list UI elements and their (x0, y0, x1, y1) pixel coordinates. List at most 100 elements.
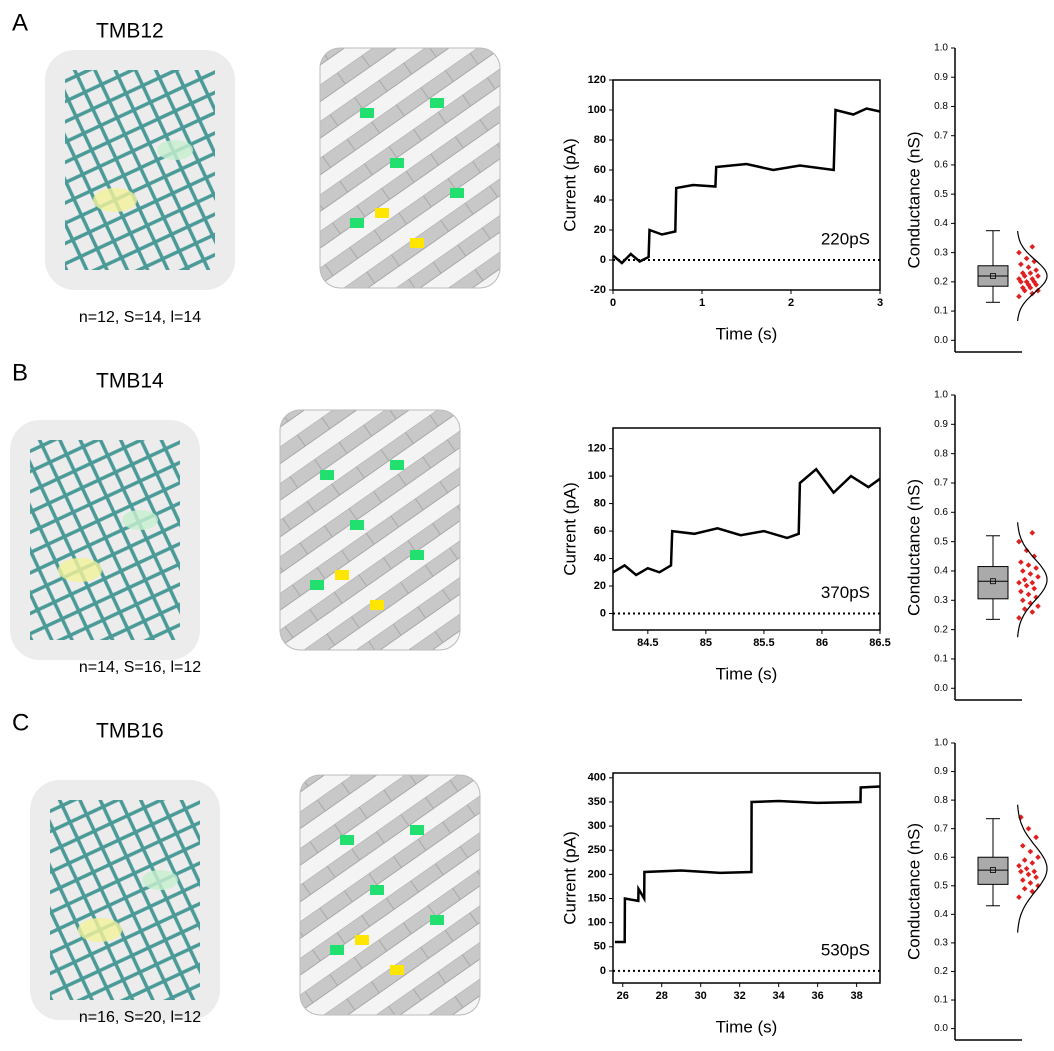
point (1033, 267, 1039, 273)
point (1016, 579, 1022, 586)
point (1016, 862, 1022, 869)
point (1033, 834, 1039, 841)
box (977, 856, 1009, 885)
y-tick-label: 0.1 (934, 995, 948, 1006)
y-tick-label: 80 (594, 497, 606, 509)
point (1035, 854, 1041, 861)
y-tick-label: 0.2 (934, 276, 948, 287)
y-tick-label: 0.4 (934, 566, 948, 577)
point (1016, 293, 1022, 300)
y-tick-label: 0.7 (934, 823, 948, 834)
y-axis-label: Conductance (nS) (904, 823, 923, 960)
y-tick-label: 120 (588, 443, 606, 455)
point (1033, 565, 1039, 571)
point (1025, 871, 1032, 878)
y-axis-label: Current (pA) (560, 831, 579, 925)
y-tick-label: 0.6 (934, 507, 948, 518)
y-tick-label: 300 (588, 820, 606, 832)
point (1016, 276, 1022, 282)
panel-name: TMB16 (96, 720, 164, 743)
point (1019, 877, 1026, 883)
y-tick-label: 0.6 (934, 852, 948, 863)
mean (990, 273, 996, 279)
fit-curve (1017, 522, 1048, 638)
y-tick-label: 0.5 (934, 189, 948, 200)
mean (990, 578, 996, 585)
point (1023, 865, 1030, 872)
x-tick-label: 85.5 (753, 637, 774, 649)
point (1035, 603, 1041, 609)
x-tick-label: 32 (734, 990, 746, 1002)
y-tick-label: 20 (594, 580, 606, 592)
y-tick-label: 0 (600, 965, 606, 977)
x-tick-label: 30 (695, 990, 707, 1002)
y-tick-label: 40 (594, 552, 606, 564)
y-tick-label: 0.7 (934, 130, 948, 141)
plot-frame (612, 772, 881, 984)
x-tick-label: 86 (816, 637, 828, 649)
y-tick-label: 0.9 (934, 766, 948, 777)
x-tick-label: 3 (877, 297, 883, 309)
x-tick-label: 28 (656, 990, 668, 1002)
y-tick-label: 0.0 (934, 1023, 948, 1034)
point (1029, 579, 1036, 586)
point (1035, 273, 1041, 279)
y-tick-label: 50 (594, 941, 606, 953)
y-tick-label: 0.4 (934, 909, 948, 920)
current-trace (614, 785, 881, 944)
mean (990, 867, 996, 873)
y-tick-label: 0.3 (934, 938, 948, 949)
y-tick-label: 20 (594, 224, 606, 236)
panel-params: n=16, S=20, l=12 (79, 1009, 201, 1026)
point (1025, 825, 1032, 832)
y-axis-label: Current (pA) (560, 482, 579, 576)
y-tick-label: 0.6 (934, 160, 948, 171)
x-axis-label: Time (s) (716, 1017, 778, 1036)
point (1016, 615, 1022, 621)
y-tick-label: 0.3 (934, 247, 948, 258)
point (1035, 573, 1041, 580)
annotation: 220pS (821, 229, 870, 248)
y-tick-label: 100 (588, 470, 606, 482)
point (1019, 842, 1026, 849)
panel-params: n=14, S=16, l=12 (79, 659, 201, 676)
point (1021, 857, 1028, 863)
y-tick-label: 0.2 (934, 966, 948, 977)
point (1018, 868, 1024, 875)
point (1033, 594, 1039, 601)
y-tick-label: 0.3 (934, 595, 948, 606)
y-tick-label: 60 (594, 164, 606, 176)
y-tick-label: 0.5 (934, 880, 948, 891)
point (1029, 276, 1036, 282)
fit-curve (1017, 230, 1048, 322)
y-tick-label: 0.2 (934, 624, 948, 635)
y-tick-label: 0 (600, 607, 606, 619)
point (1029, 530, 1036, 536)
point (1016, 894, 1022, 901)
y-axis-label: Conductance (nS) (904, 131, 923, 268)
point (1029, 243, 1036, 250)
x-tick-label: 26 (617, 990, 629, 1002)
y-tick-label: 0.0 (934, 335, 948, 346)
point (1023, 547, 1030, 554)
y-tick-label: 80 (594, 134, 606, 146)
y-tick-label: 1.0 (934, 390, 948, 401)
y-axis-label: Current (pA) (560, 138, 579, 232)
point (1027, 880, 1034, 886)
structure-art (10, 47, 501, 1020)
plot-frame (612, 79, 881, 291)
point (1021, 576, 1028, 583)
y-tick-label: 0.9 (934, 72, 948, 83)
y-tick-label: 0.4 (934, 218, 948, 229)
y-tick-label: 150 (588, 892, 606, 904)
panel-letter: B (12, 359, 28, 386)
current-trace (612, 467, 881, 577)
point (1025, 264, 1032, 271)
point (1023, 582, 1030, 589)
x-tick-label: 1 (699, 297, 705, 309)
point (1018, 559, 1024, 565)
point (1033, 874, 1039, 881)
x-tick-label: 38 (850, 990, 862, 1002)
current-trace (612, 107, 881, 265)
